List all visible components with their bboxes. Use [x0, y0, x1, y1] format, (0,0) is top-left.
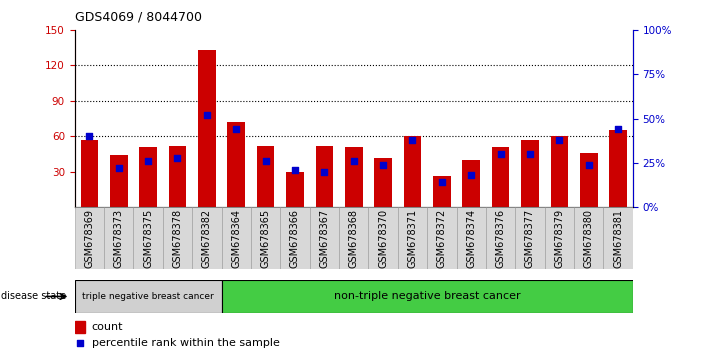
Text: GSM678371: GSM678371: [407, 209, 417, 268]
Bar: [286, 172, 304, 207]
Bar: [257, 146, 274, 207]
Bar: [515, 207, 545, 269]
Bar: [316, 146, 333, 207]
Bar: [574, 207, 604, 269]
Bar: [486, 207, 515, 269]
Text: GSM678378: GSM678378: [173, 209, 183, 268]
Point: [583, 162, 594, 167]
Text: GSM678382: GSM678382: [202, 209, 212, 268]
Bar: [222, 207, 251, 269]
Bar: [404, 136, 422, 207]
Text: GSM678380: GSM678380: [584, 209, 594, 268]
Bar: [110, 155, 127, 207]
Bar: [521, 140, 539, 207]
Bar: [163, 207, 192, 269]
Text: GDS4069 / 8044700: GDS4069 / 8044700: [75, 11, 202, 24]
Point: [554, 137, 565, 143]
Bar: [222, 280, 633, 313]
Text: GSM678376: GSM678376: [496, 209, 506, 268]
Text: GSM678366: GSM678366: [290, 209, 300, 268]
Text: GSM678375: GSM678375: [143, 209, 153, 268]
Text: GSM678368: GSM678368: [348, 209, 359, 268]
Point: [142, 158, 154, 164]
Bar: [198, 50, 215, 207]
Point: [524, 151, 535, 157]
Text: GSM678367: GSM678367: [319, 209, 329, 268]
Bar: [427, 207, 456, 269]
Point: [289, 167, 301, 173]
Bar: [310, 207, 339, 269]
Text: disease state: disease state: [1, 291, 67, 302]
Point: [495, 151, 506, 157]
Text: percentile rank within the sample: percentile rank within the sample: [92, 338, 279, 348]
Point: [84, 133, 95, 139]
Text: GSM678373: GSM678373: [114, 209, 124, 268]
Point: [260, 158, 272, 164]
Bar: [80, 140, 98, 207]
Text: count: count: [92, 322, 123, 332]
Text: GSM678365: GSM678365: [261, 209, 271, 268]
Bar: [397, 207, 427, 269]
Point: [436, 179, 447, 185]
Bar: [104, 207, 134, 269]
Bar: [339, 207, 368, 269]
Bar: [139, 147, 157, 207]
Bar: [580, 153, 597, 207]
Text: triple negative breast cancer: triple negative breast cancer: [82, 292, 214, 301]
Text: GSM678379: GSM678379: [555, 209, 565, 268]
Point: [201, 112, 213, 118]
Bar: [228, 122, 245, 207]
Point: [407, 137, 418, 143]
Bar: [604, 207, 633, 269]
Bar: [368, 207, 397, 269]
Point: [612, 126, 624, 132]
Text: GSM678374: GSM678374: [466, 209, 476, 268]
Point: [113, 165, 124, 171]
Text: GSM678377: GSM678377: [525, 209, 535, 268]
Text: GSM678369: GSM678369: [85, 209, 95, 268]
Point: [75, 341, 86, 346]
Bar: [545, 207, 574, 269]
Bar: [433, 176, 451, 207]
Bar: [192, 207, 222, 269]
Bar: [456, 207, 486, 269]
Point: [466, 172, 477, 178]
Bar: [251, 207, 280, 269]
Bar: [492, 147, 509, 207]
Text: GSM678372: GSM678372: [437, 209, 447, 268]
Point: [230, 126, 242, 132]
Point: [319, 169, 330, 175]
Bar: [462, 160, 480, 207]
Bar: [169, 146, 186, 207]
Text: GSM678364: GSM678364: [231, 209, 241, 268]
Bar: [550, 136, 568, 207]
Text: GSM678370: GSM678370: [378, 209, 388, 268]
Point: [348, 158, 359, 164]
Bar: [609, 130, 627, 207]
Bar: [75, 207, 104, 269]
Point: [378, 162, 389, 167]
Point: [172, 155, 183, 160]
Text: GSM678381: GSM678381: [613, 209, 623, 268]
Bar: [280, 207, 310, 269]
Text: non-triple negative breast cancer: non-triple negative breast cancer: [334, 291, 520, 302]
Bar: [374, 158, 392, 207]
Bar: [134, 207, 163, 269]
Bar: [345, 147, 363, 207]
Bar: [75, 280, 222, 313]
Bar: [75, 321, 85, 333]
